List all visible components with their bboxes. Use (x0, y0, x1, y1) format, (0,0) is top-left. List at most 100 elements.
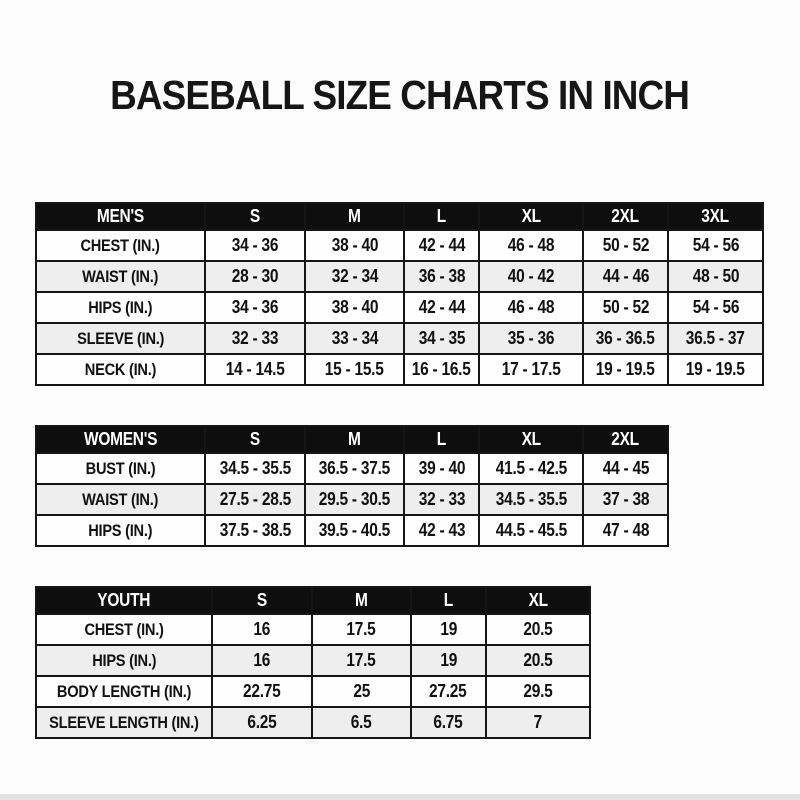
page-title: BASEBALL SIZE CHARTS IN INCH (110, 72, 691, 118)
womens-value: 39.5 - 40.5 (318, 520, 391, 540)
womens-value-cell: 36.5 - 37.5 (304, 452, 405, 485)
mens-value: 46 - 48 (507, 297, 555, 317)
mens-size-column-header: 3XL (667, 202, 764, 231)
mens-value: 34 - 35 (418, 328, 465, 348)
womens-row-label: WAIST (IN.) (82, 489, 159, 509)
womens-row-label: BUST (IN.) (85, 458, 156, 478)
youth-value: 16 (253, 650, 271, 670)
womens-value: 44.5 - 45.5 (495, 520, 567, 540)
womens-value-cell: 34.5 - 35.5 (478, 483, 584, 516)
mens-value-cell: 36.5 - 37 (667, 322, 764, 355)
womens-value-cell: 27.5 - 28.5 (204, 483, 306, 516)
womens-value: 39 - 40 (418, 458, 465, 478)
mens-value: 36 - 36.5 (596, 328, 655, 348)
mens-value-cell: 54 - 56 (667, 229, 764, 262)
mens-value-cell: 28 - 30 (204, 260, 306, 293)
youth-size-label: S (256, 590, 267, 610)
mens-value-cell: 54 - 56 (667, 291, 764, 324)
youth-value-cell: 17.5 (310, 613, 412, 646)
womens-size-label: XL (521, 429, 541, 449)
womens-value-cell: 47 - 48 (582, 514, 669, 547)
mens-value-cell: 17 - 17.5 (478, 353, 584, 386)
mens-value-cell: 42 - 44 (403, 291, 480, 324)
mens-value: 38 - 40 (331, 297, 378, 317)
mens-size-label: 2XL (611, 206, 640, 226)
womens-size-column-header: L (403, 425, 480, 454)
mens-row-label: SLEEVE (IN.) (76, 328, 165, 348)
youth-value: 25 (352, 681, 370, 701)
mens-value-cell: 34 - 36 (204, 229, 306, 262)
mens-value: 34 - 36 (231, 297, 279, 317)
womens-measurement-row: HIPS (IN.) 37.5 - 38.5 39.5 - 40.5 42 - 43 4… (35, 514, 669, 547)
womens-value: 36.5 - 37.5 (318, 458, 391, 478)
mens-size-column-header: M (304, 202, 405, 231)
mens-value: 16 - 16.5 (412, 359, 471, 379)
youth-row-label: BODY LENGTH (IN.) (56, 681, 191, 701)
mens-value: 48 - 50 (692, 266, 739, 286)
mens-value-cell: 15 - 15.5 (304, 353, 405, 386)
mens-size-label: S (249, 206, 261, 226)
youth-group-header: YOUTH (35, 586, 213, 615)
womens-value-cell: 42 - 43 (403, 514, 480, 547)
youth-value-cell: 20.5 (484, 644, 591, 677)
womens-row-label-cell: HIPS (IN.) (35, 514, 206, 547)
mens-value: 42 - 44 (418, 235, 465, 255)
mens-row-label-cell: CHEST (IN.) (35, 229, 206, 262)
mens-value: 15 - 15.5 (325, 359, 384, 379)
mens-value-cell: 36 - 38 (403, 260, 480, 293)
mens-value: 50 - 52 (602, 235, 649, 255)
mens-value-cell: 36 - 36.5 (582, 322, 669, 355)
mens-value-cell: 32 - 34 (304, 260, 405, 293)
mens-value: 54 - 56 (692, 297, 739, 317)
mens-row-label: WAIST (IN.) (82, 266, 159, 286)
youth-value-cell: 25 (310, 675, 412, 708)
womens-row-label: HIPS (IN.) (88, 520, 153, 540)
womens-value-cell: 44.5 - 45.5 (478, 514, 584, 547)
womens-row-label-cell: BUST (IN.) (35, 452, 206, 485)
youth-value-cell: 6.75 (409, 706, 487, 739)
youth-value-cell: 16 (210, 613, 313, 646)
mens-header-row: MEN'S S M L XL 2XL 3XL (35, 202, 764, 231)
mens-value: 35 - 36 (507, 328, 555, 348)
womens-value-cell: 39 - 40 (403, 452, 480, 485)
mens-value-cell: 19 - 19.5 (667, 353, 764, 386)
youth-value: 6.25 (247, 712, 277, 732)
mens-row-label: CHEST (IN.) (80, 235, 161, 255)
youth-value: 17.5 (346, 650, 376, 670)
youth-row-label: CHEST (IN.) (84, 619, 164, 639)
mens-value-cell: 44 - 46 (582, 260, 669, 293)
mens-value: 54 - 56 (692, 235, 739, 255)
mens-value-cell: 35 - 36 (478, 322, 584, 355)
youth-value: 20.5 (523, 650, 553, 670)
mens-size-label: M (348, 206, 361, 226)
mens-value: 19 - 19.5 (596, 359, 655, 379)
mens-value: 40 - 42 (507, 266, 555, 286)
mens-size-table: MEN'S S M L XL 2XL 3XL CHEST (IN.) 34 - 36 38 - 4… (35, 202, 764, 386)
mens-row-label: HIPS (IN.) (88, 297, 153, 317)
mens-value: 36 - 38 (418, 266, 465, 286)
mens-value-cell: 42 - 44 (403, 229, 480, 262)
youth-value-cell: 6.5 (310, 706, 412, 739)
youth-value-cell: 29.5 (484, 675, 591, 708)
mens-value: 19 - 19.5 (686, 359, 745, 379)
mens-value-cell: 34 - 36 (204, 291, 306, 324)
mens-size-label: 3XL (701, 206, 730, 226)
mens-value-cell: 16 - 16.5 (403, 353, 480, 386)
youth-row-label-cell: BODY LENGTH (IN.) (35, 675, 213, 708)
youth-row-label-cell: CHEST (IN.) (35, 613, 213, 646)
womens-header-row: WOMEN'S S M L XL 2XL (35, 425, 669, 454)
womens-value-cell: 39.5 - 40.5 (304, 514, 405, 547)
bottom-edge-strip (0, 794, 800, 800)
mens-size-column-header: S (204, 202, 306, 231)
youth-header-row: YOUTH S M L XL (35, 586, 591, 615)
mens-value-cell: 46 - 48 (478, 291, 584, 324)
womens-group-header: WOMEN'S (35, 425, 206, 454)
mens-measurement-row: HIPS (IN.) 34 - 36 38 - 40 42 - 44 46 - 48 50… (35, 291, 764, 324)
mens-value-cell: 48 - 50 (667, 260, 764, 293)
womens-size-label: 2XL (611, 429, 640, 449)
youth-size-column-header: M (310, 586, 412, 615)
mens-value-cell: 38 - 40 (304, 291, 405, 324)
womens-measurement-row: WAIST (IN.) 27.5 - 28.5 29.5 - 30.5 32 - 33… (35, 483, 669, 516)
page-title-wrap: BASEBALL SIZE CHARTS IN INCH (0, 72, 800, 119)
womens-value: 32 - 33 (418, 489, 465, 509)
